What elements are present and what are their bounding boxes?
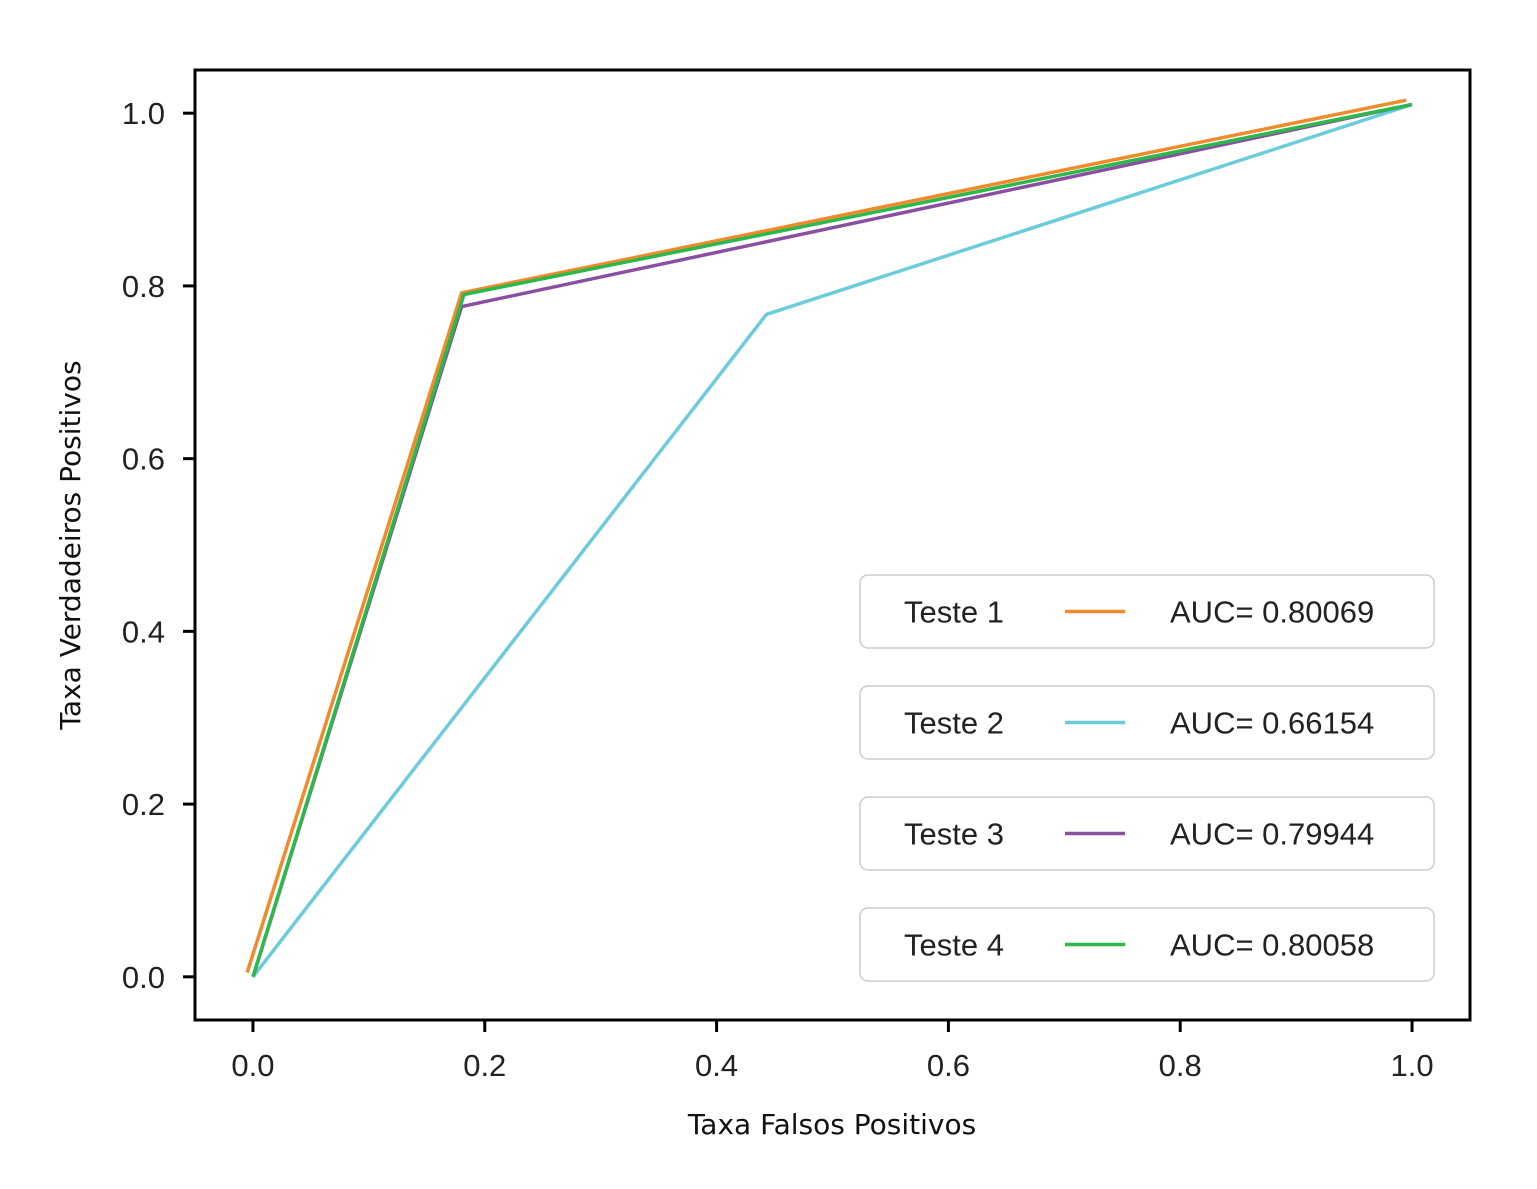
- x-axis-ticks: 0.0 0.2 0.4 0.6 0.8 1.0: [231, 1020, 1434, 1083]
- legend-series-name: Teste 3: [904, 817, 1004, 852]
- x-tick-label: 1.0: [1390, 1048, 1433, 1083]
- legend-entry-3: Teste 3 AUC= 0.79944: [859, 796, 1435, 871]
- legend-auc-label: AUC= 0.66154: [1170, 706, 1374, 741]
- legend-series-name: Teste 1: [904, 595, 1004, 630]
- x-tick-label: 0.4: [695, 1048, 738, 1083]
- series-line-1: [245, 98, 1407, 974]
- x-tick-label: 0.6: [927, 1048, 970, 1083]
- y-tick-label: 0.2: [122, 787, 165, 822]
- legend-series-name: Teste 2: [904, 706, 1004, 741]
- y-axis-ticks: 0.0 0.2 0.4 0.6 0.8 1.0: [122, 96, 195, 995]
- y-axis-title: Taxa Verdadeiros Positivos: [54, 360, 87, 730]
- plot-frame: [193, 68, 1472, 1022]
- x-tick-label: 0.0: [231, 1048, 274, 1083]
- legend-box: [859, 685, 1435, 760]
- x-axis-title: Taxa Falsos Positivos: [687, 1108, 976, 1141]
- x-tick-label: 0.8: [1159, 1048, 1202, 1083]
- legend-auc-label: AUC= 0.80058: [1170, 928, 1374, 963]
- y-tick-label: 0.6: [122, 442, 165, 477]
- legend-entry-2: Teste 2 AUC= 0.66154: [859, 685, 1435, 760]
- legend-entry-4: Teste 4 AUC= 0.80058: [859, 907, 1435, 982]
- legend-auc-label: AUC= 0.79944: [1170, 817, 1374, 852]
- legend-box: [859, 907, 1435, 982]
- legend-series-name: Teste 4: [904, 928, 1004, 963]
- x-tick-label: 0.2: [463, 1048, 506, 1083]
- legend-auc-label: AUC= 0.80069: [1170, 595, 1374, 630]
- legend-box: [859, 796, 1435, 871]
- y-tick-label: 0.0: [122, 960, 165, 995]
- series-lines: [245, 98, 1413, 978]
- y-tick-label: 0.8: [122, 269, 165, 304]
- legend-entry-1: Teste 1 AUC= 0.80069: [859, 574, 1435, 649]
- y-tick-label: 0.4: [122, 614, 165, 649]
- y-tick-label: 1.0: [122, 96, 165, 131]
- series-line-4: [251, 102, 1413, 978]
- legend-box: [859, 574, 1435, 649]
- series-line-2: [251, 102, 1413, 978]
